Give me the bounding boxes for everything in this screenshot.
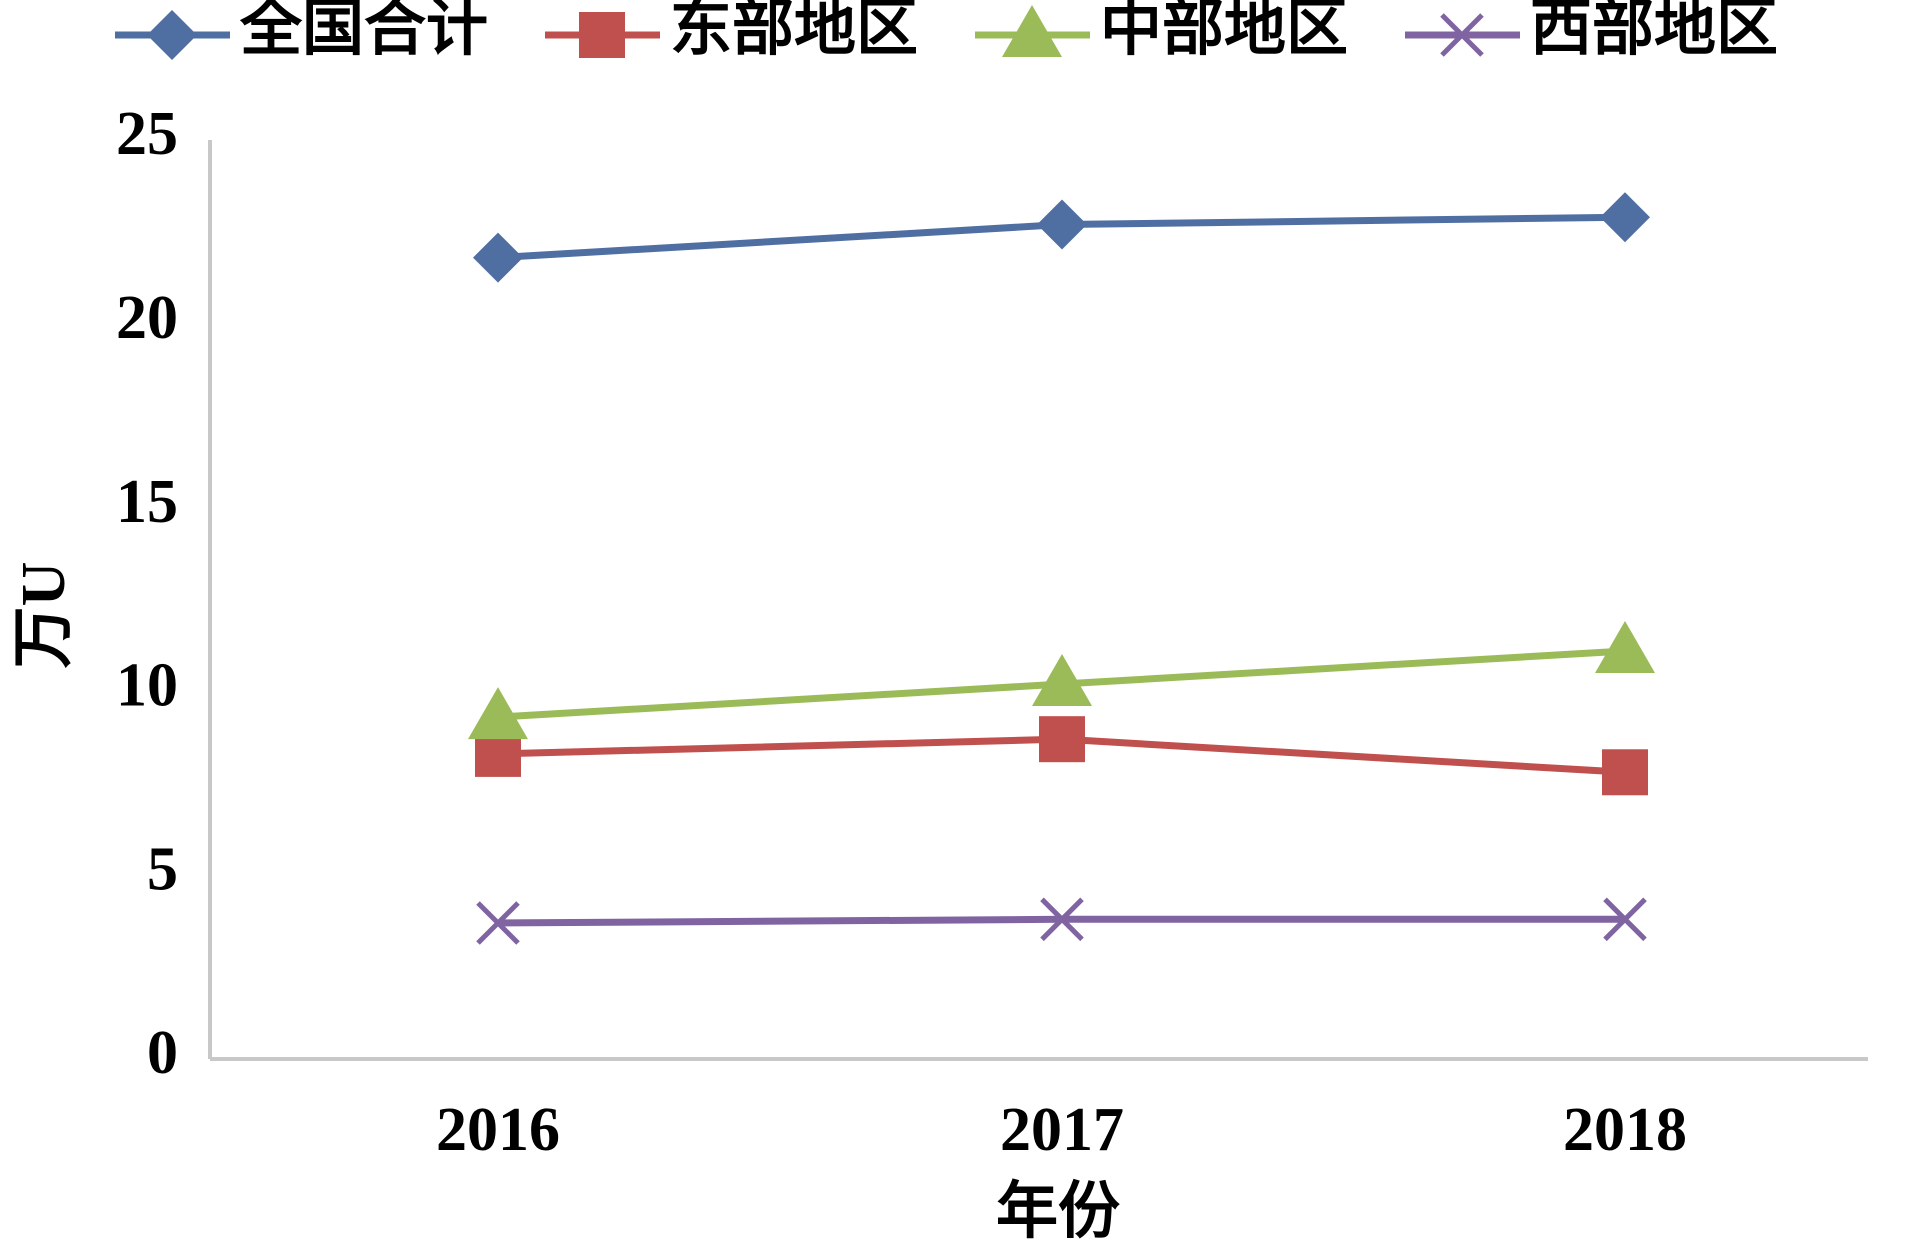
x-tick-label: 2016: [436, 1096, 560, 1164]
series-1: [473, 192, 1650, 283]
legend-entry: 西部地区: [1405, 0, 1778, 63]
y-tick-label: 5: [147, 835, 178, 903]
y-tick-label: 20: [116, 284, 178, 352]
x-tick-labels: 2016 2017 2018: [436, 1096, 1687, 1164]
legend-marker: [579, 12, 625, 58]
x-tick-label: 2017: [1000, 1096, 1124, 1164]
y-tick-label: 10: [116, 652, 178, 720]
y-tick-label: 0: [147, 1019, 178, 1087]
legend: 全国合计 东部地区 中部地区 西部地区: [115, 0, 1778, 63]
data-point: [1032, 654, 1092, 707]
x-axis-title: 年份: [996, 1177, 1120, 1243]
legend-entry: 东部地区: [545, 0, 918, 63]
legend-label: 中部地区: [1100, 0, 1348, 63]
legend-label: 全国合计: [239, 0, 488, 63]
legend-entry: 中部地区: [975, 0, 1348, 63]
data-point: [1595, 620, 1655, 673]
series-4: [476, 897, 1647, 945]
series-2: [475, 716, 1648, 796]
data-point: [476, 901, 520, 945]
y-tick-label: 15: [116, 468, 178, 536]
data-point: [468, 687, 528, 740]
legend-marker: [1440, 13, 1484, 57]
data-point: [1602, 749, 1648, 796]
axes: [208, 140, 1868, 1061]
data-point: [1603, 897, 1647, 942]
y-tick-label: 25: [116, 100, 178, 168]
legend-marker: [1002, 5, 1062, 57]
data-point: [1040, 897, 1084, 942]
series-group: [468, 192, 1655, 945]
data-point: [1600, 192, 1650, 243]
data-point: [473, 232, 523, 283]
data-point: [1037, 199, 1087, 250]
series-3: [468, 620, 1655, 740]
y-axis-title: 万U: [10, 562, 78, 669]
legend-label: 西部地区: [1530, 0, 1778, 63]
legend-marker: [147, 10, 197, 60]
data-point: [1039, 716, 1085, 763]
legend-entry: 全国合计: [115, 0, 488, 63]
y-tick-labels: 0 5 10 15 20 25: [116, 100, 178, 1087]
x-tick-label: 2018: [1563, 1096, 1687, 1164]
legend-label: 东部地区: [670, 0, 918, 63]
